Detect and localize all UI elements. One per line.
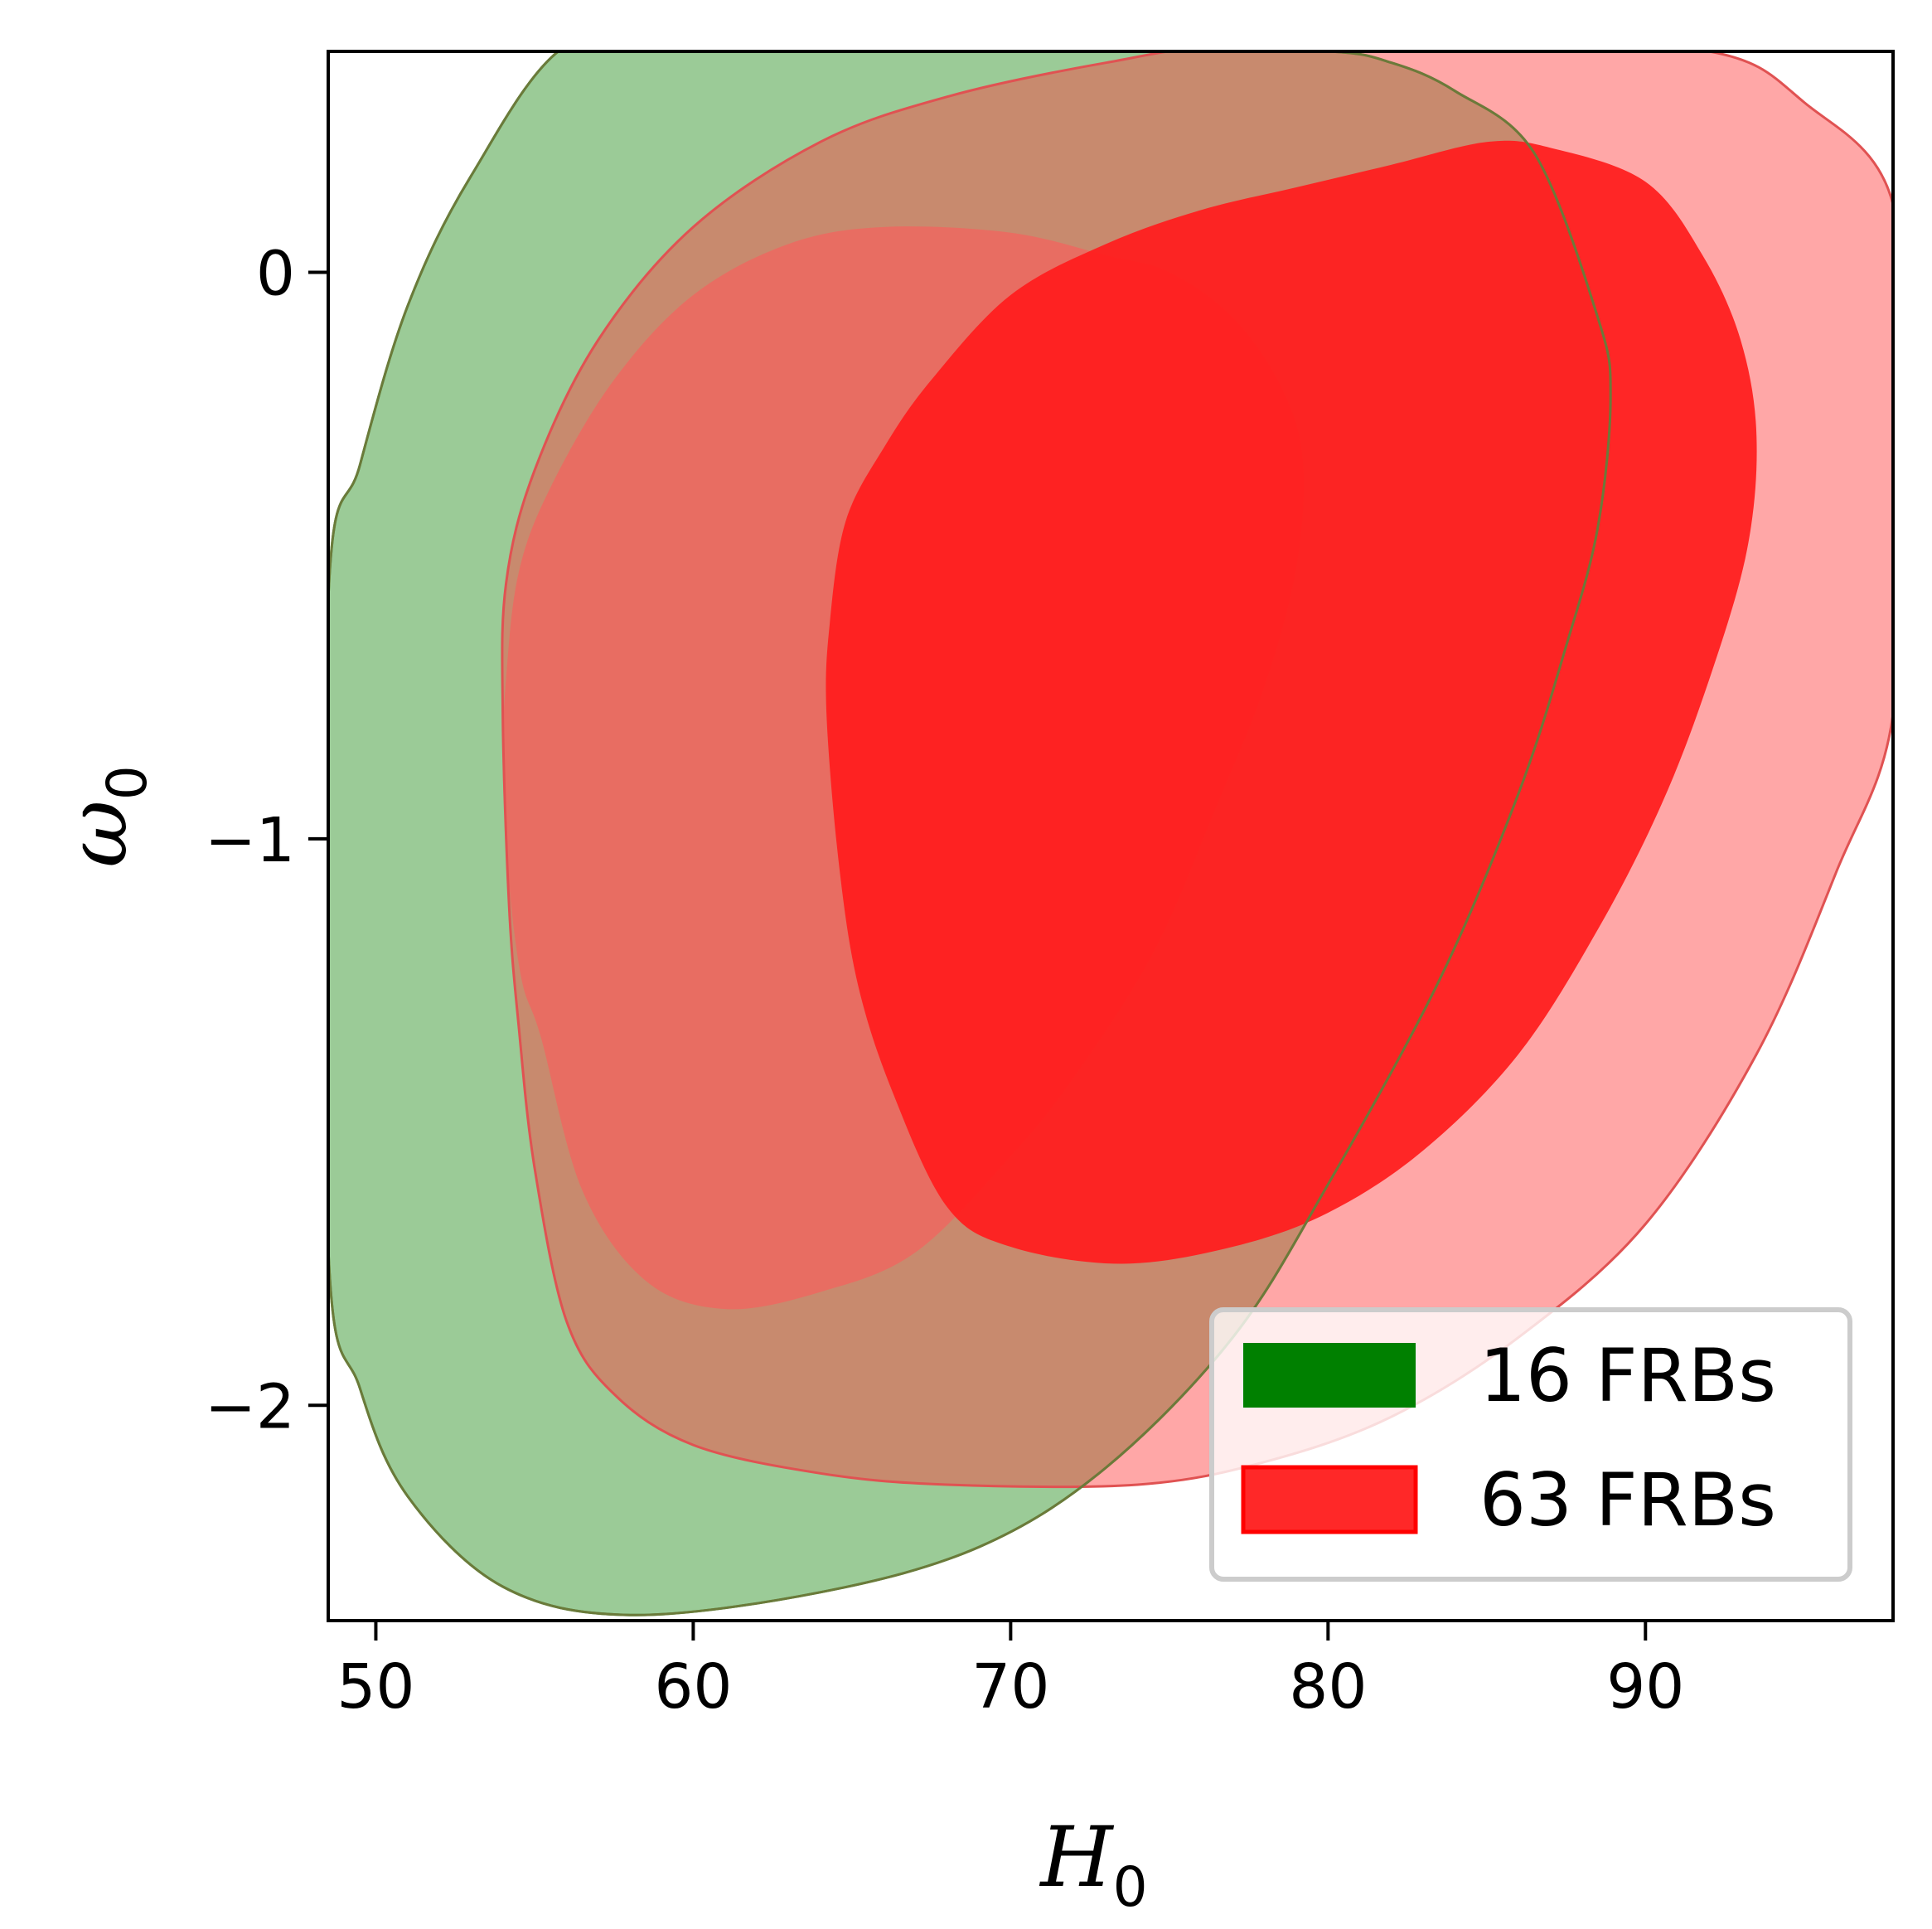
x-axis-label-main: H bbox=[1039, 1809, 1114, 1906]
y-axis-label-main: ω bbox=[49, 800, 146, 868]
legend-swatch-16-frbs bbox=[1243, 1343, 1416, 1408]
contour-63-frbs-1-sigma bbox=[826, 140, 1757, 1264]
y-tick-label: −1 bbox=[205, 805, 295, 876]
x-tick-label: 80 bbox=[1289, 1651, 1367, 1723]
contour-layer bbox=[328, 51, 1893, 1616]
legend-swatch-63-frbs bbox=[1241, 1465, 1418, 1534]
x-tick-label: 60 bbox=[654, 1651, 732, 1723]
y-axis-label: ω0 bbox=[49, 765, 159, 868]
x-tick-label: 50 bbox=[337, 1651, 414, 1723]
y-tick-label: 0 bbox=[256, 239, 295, 310]
x-axis-ticks: 50 60 70 80 90 bbox=[337, 1621, 1684, 1723]
legend-label-63-frbs: 63 FRBs bbox=[1479, 1457, 1776, 1543]
y-tick-label: −2 bbox=[205, 1371, 295, 1442]
y-axis-ticks: 0 −1 −2 bbox=[205, 239, 328, 1442]
plot-frame bbox=[327, 50, 1895, 1622]
x-tick-label: 90 bbox=[1606, 1651, 1684, 1723]
contour-16-frbs-2-sigma-outline bbox=[328, 51, 1612, 1616]
legend-label-16-frbs: 16 FRBs bbox=[1479, 1333, 1776, 1418]
x-axis-label: H0 bbox=[1039, 1809, 1147, 1919]
x-axis-label-sub: 0 bbox=[1113, 1855, 1148, 1919]
y-axis-label-sub: 0 bbox=[95, 765, 159, 800]
x-tick-label: 70 bbox=[971, 1651, 1049, 1723]
legend: 16 FRBs 63 FRBs bbox=[1209, 1307, 1852, 1582]
